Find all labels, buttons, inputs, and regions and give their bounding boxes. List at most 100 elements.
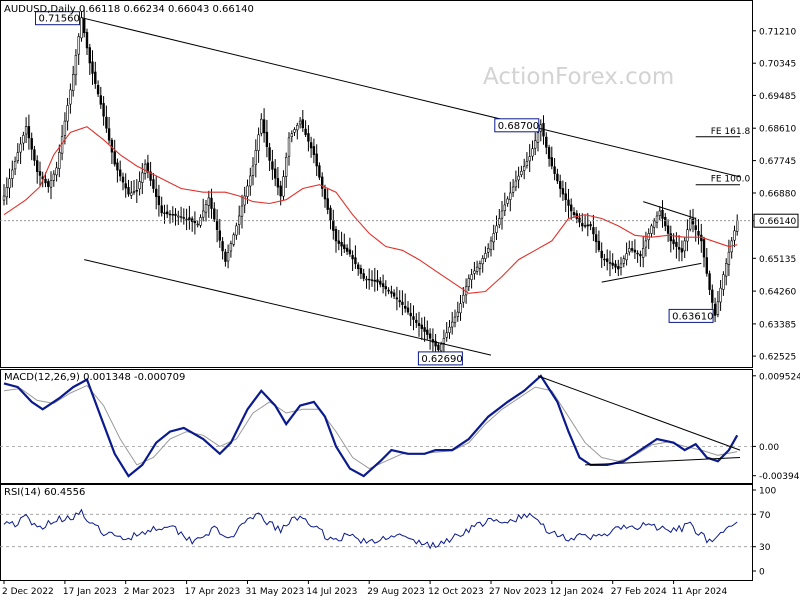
candle-body (514, 180, 518, 188)
candle-body (74, 55, 78, 76)
candle-body (558, 181, 562, 189)
candle-body (345, 247, 349, 252)
macd-plot (0, 374, 752, 478)
candle-body (168, 213, 172, 216)
candle-body (262, 119, 266, 134)
candle-body (711, 289, 714, 303)
candle-body (641, 248, 645, 258)
candle-body (155, 188, 158, 197)
candle-body (683, 240, 686, 252)
watermark: ActionForex.com (483, 64, 674, 90)
candle-body (113, 151, 116, 165)
candle-body (351, 255, 354, 260)
candle-body (520, 171, 523, 176)
candle-body (182, 217, 185, 219)
candle-body (517, 175, 520, 181)
candle-body (362, 273, 365, 279)
candle-body (492, 233, 495, 243)
candle-body (470, 274, 473, 280)
candle-body (644, 240, 648, 248)
price-axis: 0.71210 0.70345 0.69485 0.68610 0.67745 0.668… (752, 27, 799, 363)
date-tick-label: 27 Feb 2024 (611, 587, 667, 597)
candle-body (680, 248, 684, 253)
candle-body (498, 218, 501, 226)
date-tick-label: 12 Jan 2024 (550, 587, 604, 597)
candle-body (379, 280, 382, 285)
date-tick-label: 27 Nov 2023 (489, 587, 547, 597)
candle-body (143, 163, 147, 174)
candle-body (403, 305, 407, 309)
candle-body (481, 258, 484, 265)
candle-body (38, 171, 42, 176)
candle-body (49, 180, 53, 188)
price-tick-label: 0.65135 (759, 255, 796, 265)
candle-body (592, 227, 595, 235)
date-tick-label: 17 Apr 2023 (185, 587, 241, 597)
candle-body (116, 162, 119, 171)
candle-body (282, 176, 285, 197)
candle-body (27, 126, 31, 139)
candle-body (13, 161, 17, 170)
candle-body (66, 105, 69, 122)
price-header: AUDUSD,Daily 0.66118 0.66234 0.66043 0.6… (4, 4, 254, 15)
candle-body (445, 332, 448, 338)
candle-body (462, 294, 465, 303)
candle-body (619, 263, 623, 268)
candle-body (249, 175, 252, 187)
candle-body (545, 136, 548, 148)
candle-body (539, 124, 543, 132)
current-price-box (753, 213, 799, 228)
candle-body (238, 215, 241, 225)
candle-body (354, 257, 357, 265)
candle-body (22, 135, 25, 144)
candle-body (531, 148, 534, 157)
fib-label: FE 161.8 (711, 127, 751, 137)
candle-body (85, 32, 89, 49)
candle-body (105, 116, 108, 129)
candle-body (473, 270, 476, 274)
candle-body (456, 311, 459, 317)
candle-body (141, 172, 144, 183)
candle-body (589, 224, 592, 227)
trendline (601, 262, 702, 283)
rsi-tick-label: 0 (759, 568, 765, 578)
candle-body (304, 128, 307, 135)
candle-body (163, 212, 166, 214)
date-axis: 2 Dec 2022 17 Jan 2023 2 Mar 2023 17 Apr 20… (2, 580, 728, 597)
candle-body (581, 223, 584, 227)
candle-body (160, 205, 163, 214)
candle-body (478, 263, 482, 269)
candle-body (365, 278, 368, 281)
date-tick-label: 29 Aug 2023 (367, 587, 425, 597)
price-tick-label: 0.64260 (759, 288, 796, 298)
candle-body (72, 74, 75, 92)
candle-body (204, 204, 208, 213)
candle-body (359, 268, 363, 274)
price-annotations: 0.71560 0.68700 0.62690 0.63610 FE 161.8 FE 1… (35, 11, 751, 366)
candle-body (152, 179, 155, 189)
candle-body (594, 234, 598, 243)
candle-body (69, 89, 72, 105)
candle-body (567, 199, 570, 206)
rsi-plot (0, 508, 752, 550)
candle-body (691, 218, 695, 225)
candle-body (459, 303, 462, 314)
candle-body (124, 183, 127, 189)
candle-body (8, 178, 11, 189)
candle-body (392, 292, 396, 297)
candle-body (157, 195, 161, 206)
candle-body (218, 230, 221, 241)
candle-body (240, 205, 244, 217)
candle-body (733, 230, 736, 241)
candle-body (415, 319, 418, 323)
candle-body (171, 214, 174, 216)
price-label-text: 0.68700 (498, 121, 539, 132)
candle-body (633, 249, 637, 253)
candle-body (35, 160, 39, 172)
candle-body (550, 157, 554, 167)
candle-body (600, 250, 603, 259)
date-tick-label: 31 May 2023 (246, 587, 305, 597)
candle-body (373, 279, 376, 282)
